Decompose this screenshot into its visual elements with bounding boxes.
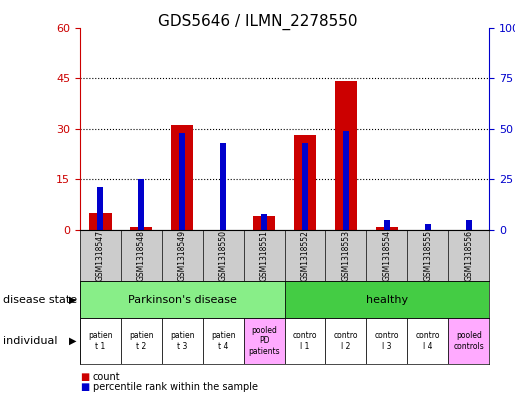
Bar: [121, 318, 162, 364]
Text: pooled
controls: pooled controls: [453, 331, 484, 351]
Text: patien
t 2: patien t 2: [129, 331, 153, 351]
Text: ▶: ▶: [68, 295, 76, 305]
Text: individual: individual: [3, 336, 57, 346]
Bar: [384, 220, 390, 230]
Text: contro
l 4: contro l 4: [416, 331, 440, 351]
Text: patien
t 4: patien t 4: [211, 331, 235, 351]
Text: GDS5646 / ILMN_2278550: GDS5646 / ILMN_2278550: [158, 14, 357, 30]
Text: GSM1318550: GSM1318550: [219, 230, 228, 281]
Text: healthy: healthy: [366, 295, 408, 305]
Text: GSM1318551: GSM1318551: [260, 230, 268, 281]
Text: ▶: ▶: [68, 336, 76, 346]
Bar: [343, 131, 349, 230]
Text: contro
l 3: contro l 3: [374, 331, 399, 351]
Bar: [130, 226, 152, 230]
Text: contro
l 1: contro l 1: [293, 331, 317, 351]
Bar: [466, 220, 472, 230]
Text: GSM1318547: GSM1318547: [96, 230, 105, 281]
Text: ■: ■: [80, 372, 89, 382]
Text: GSM1318556: GSM1318556: [465, 230, 473, 281]
Text: ■: ■: [80, 382, 89, 392]
Bar: [253, 217, 276, 230]
Text: GSM1318552: GSM1318552: [301, 230, 310, 281]
Bar: [80, 318, 121, 364]
Text: patien
t 1: patien t 1: [88, 331, 113, 351]
Text: percentile rank within the sample: percentile rank within the sample: [93, 382, 258, 392]
Text: disease state: disease state: [3, 295, 77, 305]
Bar: [203, 318, 244, 364]
Text: Parkinson's disease: Parkinson's disease: [128, 295, 236, 305]
Bar: [244, 318, 284, 364]
Text: GSM1318555: GSM1318555: [423, 230, 432, 281]
Bar: [407, 318, 448, 364]
Bar: [448, 318, 489, 364]
Text: GSM1318549: GSM1318549: [178, 230, 186, 281]
Bar: [162, 318, 203, 364]
Bar: [325, 318, 367, 364]
Text: GSM1318553: GSM1318553: [341, 230, 350, 281]
Bar: [284, 318, 325, 364]
Bar: [97, 187, 104, 230]
Bar: [294, 136, 316, 230]
Text: count: count: [93, 372, 121, 382]
Bar: [179, 133, 185, 230]
Bar: [138, 179, 144, 230]
Bar: [171, 125, 194, 230]
Bar: [335, 81, 357, 230]
Bar: [425, 224, 431, 230]
Text: GSM1318554: GSM1318554: [383, 230, 391, 281]
Bar: [220, 143, 226, 230]
Text: pooled
PD
patients: pooled PD patients: [248, 326, 280, 356]
Text: GSM1318548: GSM1318548: [137, 230, 146, 281]
Text: patien
t 3: patien t 3: [170, 331, 195, 351]
Text: contro
l 2: contro l 2: [334, 331, 358, 351]
Bar: [367, 318, 407, 364]
Bar: [302, 143, 308, 230]
Bar: [284, 281, 489, 318]
Bar: [80, 281, 284, 318]
Bar: [261, 214, 267, 230]
Bar: [89, 213, 112, 230]
Bar: [375, 226, 398, 230]
